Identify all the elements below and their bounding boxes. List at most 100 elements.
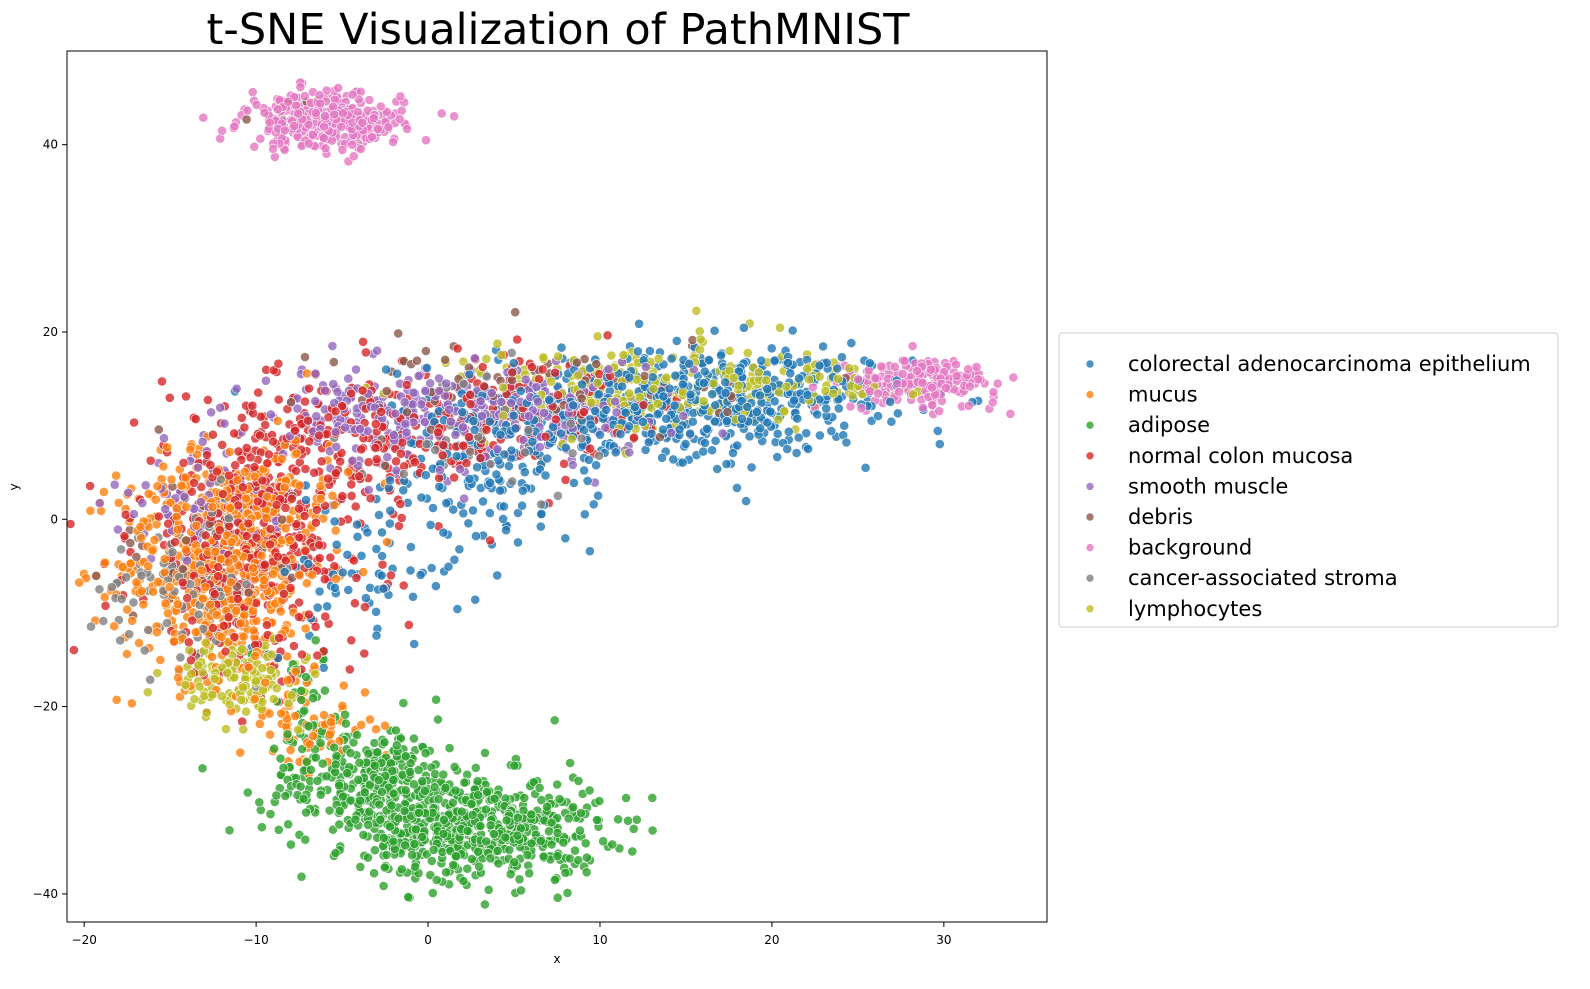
data-point-adipose bbox=[479, 899, 490, 910]
data-point-colorectal-adenocarcinoma-epithelium bbox=[791, 448, 802, 458]
data-point-colorectal-adenocarcinoma-epithelium bbox=[420, 470, 431, 480]
data-point-mucus bbox=[164, 582, 175, 592]
legend-marker bbox=[1085, 390, 1095, 399]
data-point-normal-colon-mucosa bbox=[507, 367, 518, 378]
data-point-background bbox=[971, 361, 982, 372]
data-point-normal-colon-mucosa bbox=[395, 448, 406, 459]
data-point-colorectal-adenocarcinoma-epithelium bbox=[422, 362, 432, 373]
data-point-smooth-muscle bbox=[450, 429, 461, 440]
data-point-debris bbox=[181, 535, 192, 546]
data-point-normal-colon-mucosa bbox=[638, 399, 649, 410]
data-point-normal-colon-mucosa bbox=[312, 650, 323, 661]
y-tick-label: −40 bbox=[33, 887, 58, 901]
data-point-adipose bbox=[501, 815, 512, 826]
data-point-adipose bbox=[295, 781, 306, 792]
data-point-normal-colon-mucosa bbox=[314, 540, 325, 550]
data-point-mucus bbox=[238, 631, 249, 642]
data-point-mucus bbox=[282, 675, 293, 686]
data-point-background bbox=[963, 400, 974, 411]
data-point-colorectal-adenocarcinoma-epithelium bbox=[716, 350, 726, 361]
data-point-normal-colon-mucosa bbox=[585, 443, 595, 454]
data-point-lymphocytes bbox=[773, 414, 784, 425]
data-point-colorectal-adenocarcinoma-epithelium bbox=[710, 435, 721, 446]
data-point-adipose bbox=[388, 788, 399, 799]
data-point-colorectal-adenocarcinoma-epithelium bbox=[741, 496, 751, 506]
data-point-adipose bbox=[475, 821, 486, 831]
data-point-colorectal-adenocarcinoma-epithelium bbox=[443, 561, 454, 572]
data-point-debris bbox=[572, 357, 582, 368]
data-point-mucus bbox=[200, 582, 211, 592]
data-point-background bbox=[845, 401, 856, 412]
data-point-background bbox=[1005, 408, 1016, 419]
data-point-mucus bbox=[172, 524, 183, 535]
data-point-debris bbox=[412, 355, 422, 366]
data-point-colorectal-adenocarcinoma-epithelium bbox=[657, 452, 667, 463]
data-point-mucus bbox=[162, 442, 173, 453]
data-point-background bbox=[394, 114, 405, 124]
data-point-normal-colon-mucosa bbox=[271, 500, 282, 510]
data-point-colorectal-adenocarcinoma-epithelium bbox=[624, 372, 635, 383]
data-point-normal-colon-mucosa bbox=[346, 388, 357, 399]
data-point-adipose bbox=[524, 868, 535, 879]
data-point-mucus bbox=[136, 586, 147, 596]
data-point-colorectal-adenocarcinoma-epithelium bbox=[279, 567, 290, 577]
data-point-normal-colon-mucosa bbox=[200, 530, 211, 541]
data-point-adipose bbox=[345, 795, 356, 806]
x-tick-label: −20 bbox=[72, 933, 97, 947]
data-point-smooth-muscle bbox=[311, 411, 322, 422]
data-point-background bbox=[912, 365, 922, 376]
data-point-normal-colon-mucosa bbox=[241, 531, 252, 541]
data-point-adipose bbox=[355, 862, 366, 872]
data-point-adipose bbox=[379, 737, 390, 748]
data-point-colorectal-adenocarcinoma-epithelium bbox=[685, 428, 695, 439]
data-point-colorectal-adenocarcinoma-epithelium bbox=[300, 495, 311, 505]
data-point-lymphocytes bbox=[573, 370, 583, 381]
data-point-normal-colon-mucosa bbox=[230, 460, 241, 471]
data-point-adipose bbox=[197, 763, 208, 774]
data-point-lymphocytes bbox=[804, 374, 815, 385]
data-point-adipose bbox=[580, 838, 591, 849]
data-point-colorectal-adenocarcinoma-epithelium bbox=[434, 481, 445, 492]
data-point-adipose bbox=[538, 851, 549, 862]
data-point-colorectal-adenocarcinoma-epithelium bbox=[352, 519, 362, 530]
data-point-smooth-muscle bbox=[363, 485, 374, 495]
y-tick-label: 20 bbox=[43, 325, 58, 339]
data-point-mucus bbox=[225, 503, 236, 513]
data-point-colorectal-adenocarcinoma-epithelium bbox=[498, 514, 508, 524]
data-point-debris bbox=[510, 307, 521, 318]
data-point-colorectal-adenocarcinoma-epithelium bbox=[398, 485, 409, 496]
data-point-colorectal-adenocarcinoma-epithelium bbox=[376, 570, 387, 581]
data-point-lymphocytes bbox=[286, 690, 297, 701]
data-point-background bbox=[926, 364, 936, 375]
data-point-colorectal-adenocarcinoma-epithelium bbox=[638, 416, 648, 427]
data-point-adipose bbox=[403, 892, 414, 902]
data-point-smooth-muscle bbox=[434, 385, 445, 396]
data-point-background bbox=[870, 373, 881, 384]
data-point-normal-colon-mucosa bbox=[344, 664, 355, 675]
data-point-colorectal-adenocarcinoma-epithelium bbox=[556, 342, 567, 353]
data-point-colorectal-adenocarcinoma-epithelium bbox=[492, 570, 503, 581]
data-point-normal-colon-mucosa bbox=[233, 446, 244, 457]
data-point-mucus bbox=[365, 714, 375, 725]
data-point-adipose bbox=[430, 769, 441, 779]
data-point-colorectal-adenocarcinoma-epithelium bbox=[769, 355, 780, 366]
data-point-background bbox=[229, 121, 240, 132]
data-point-normal-colon-mucosa bbox=[553, 390, 563, 400]
data-point-lymphocytes bbox=[458, 356, 469, 367]
data-point-background bbox=[918, 402, 928, 413]
data-point-adipose bbox=[413, 765, 424, 775]
data-point-normal-colon-mucosa bbox=[214, 525, 225, 535]
data-point-background bbox=[396, 105, 407, 116]
chart-title: t-SNE Visualization of PathMNIST bbox=[206, 5, 910, 55]
data-point-mucus bbox=[249, 694, 260, 704]
data-point-debris bbox=[380, 460, 391, 471]
data-point-colorectal-adenocarcinoma-epithelium bbox=[812, 409, 823, 420]
data-point-adipose bbox=[282, 729, 293, 740]
data-point-colorectal-adenocarcinoma-epithelium bbox=[535, 521, 546, 532]
data-point-normal-colon-mucosa bbox=[370, 419, 381, 429]
data-point-adipose bbox=[568, 802, 579, 813]
data-point-colorectal-adenocarcinoma-epithelium bbox=[510, 423, 521, 434]
data-point-lymphocytes bbox=[728, 372, 739, 383]
data-point-mucus bbox=[272, 416, 283, 426]
data-point-mucus bbox=[134, 638, 144, 648]
